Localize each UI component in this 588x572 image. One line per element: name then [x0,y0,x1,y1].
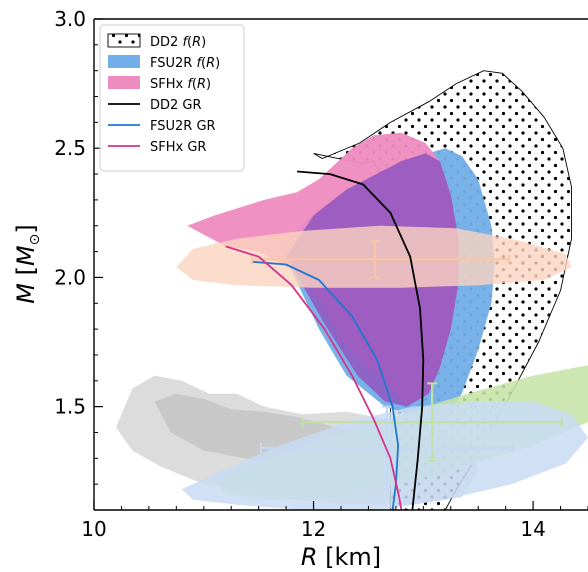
legend-item-sfhx-gr: SFHx GR [108,140,206,155]
axis-ticks: 10 12 14 1.5 2.0 2.5 3.0 [54,7,588,541]
legend-item-sfhx-f-r: SFHx f(R) [108,76,211,92]
legend-label: DD2 f(R) [150,35,206,50]
errorbar-peach-measurement [251,240,510,279]
legend-label: SFHx GR [150,140,206,155]
legend: DD2 f(R) FSU2R f(R) SFHx f(R) DD2 GR FSU2R G… [99,24,245,172]
x-tick-label: 12 [301,517,326,541]
legend-swatch [108,55,140,68]
curve-fsu2r-gr [253,261,399,510]
x-axis-title: R [km] [301,543,381,571]
x-tick-label: 14 [520,517,545,541]
error-bars [251,240,563,491]
legend-label: DD2 GR [150,98,202,113]
legend-swatch [108,76,140,89]
y-tick-label: 1.5 [54,395,86,419]
curve-dd2-gr [297,170,425,510]
legend-label: FSU2R GR [150,119,216,134]
errorbar-light-blue-measurement [259,405,515,491]
y-tick-label: 2.0 [54,265,86,289]
legend-label: FSU2R f(R) [150,56,220,71]
legend-swatch [107,33,141,48]
legend-item-dd2-f-r: DD2 f(R) [107,33,206,50]
y-tick-label: 2.5 [54,136,86,160]
legend-label: SFHx f(R) [150,77,211,92]
region-peach [176,225,572,288]
region-light-blue [181,401,588,510]
legend-item-fsu2r-f-r: FSU2R f(R) [108,55,220,71]
curve-sfhx-gr [225,245,403,510]
x-tick-label: 10 [81,517,106,541]
legend-item-dd2-gr: DD2 GR [108,98,202,113]
legend-item-fsu2r-gr: FSU2R GR [108,119,216,134]
gr-curves [225,170,425,510]
y-tick-label: 3.0 [54,7,86,31]
errorbar-green-measurement [301,382,563,462]
y-axis-title: M [M⊙] [12,224,43,304]
